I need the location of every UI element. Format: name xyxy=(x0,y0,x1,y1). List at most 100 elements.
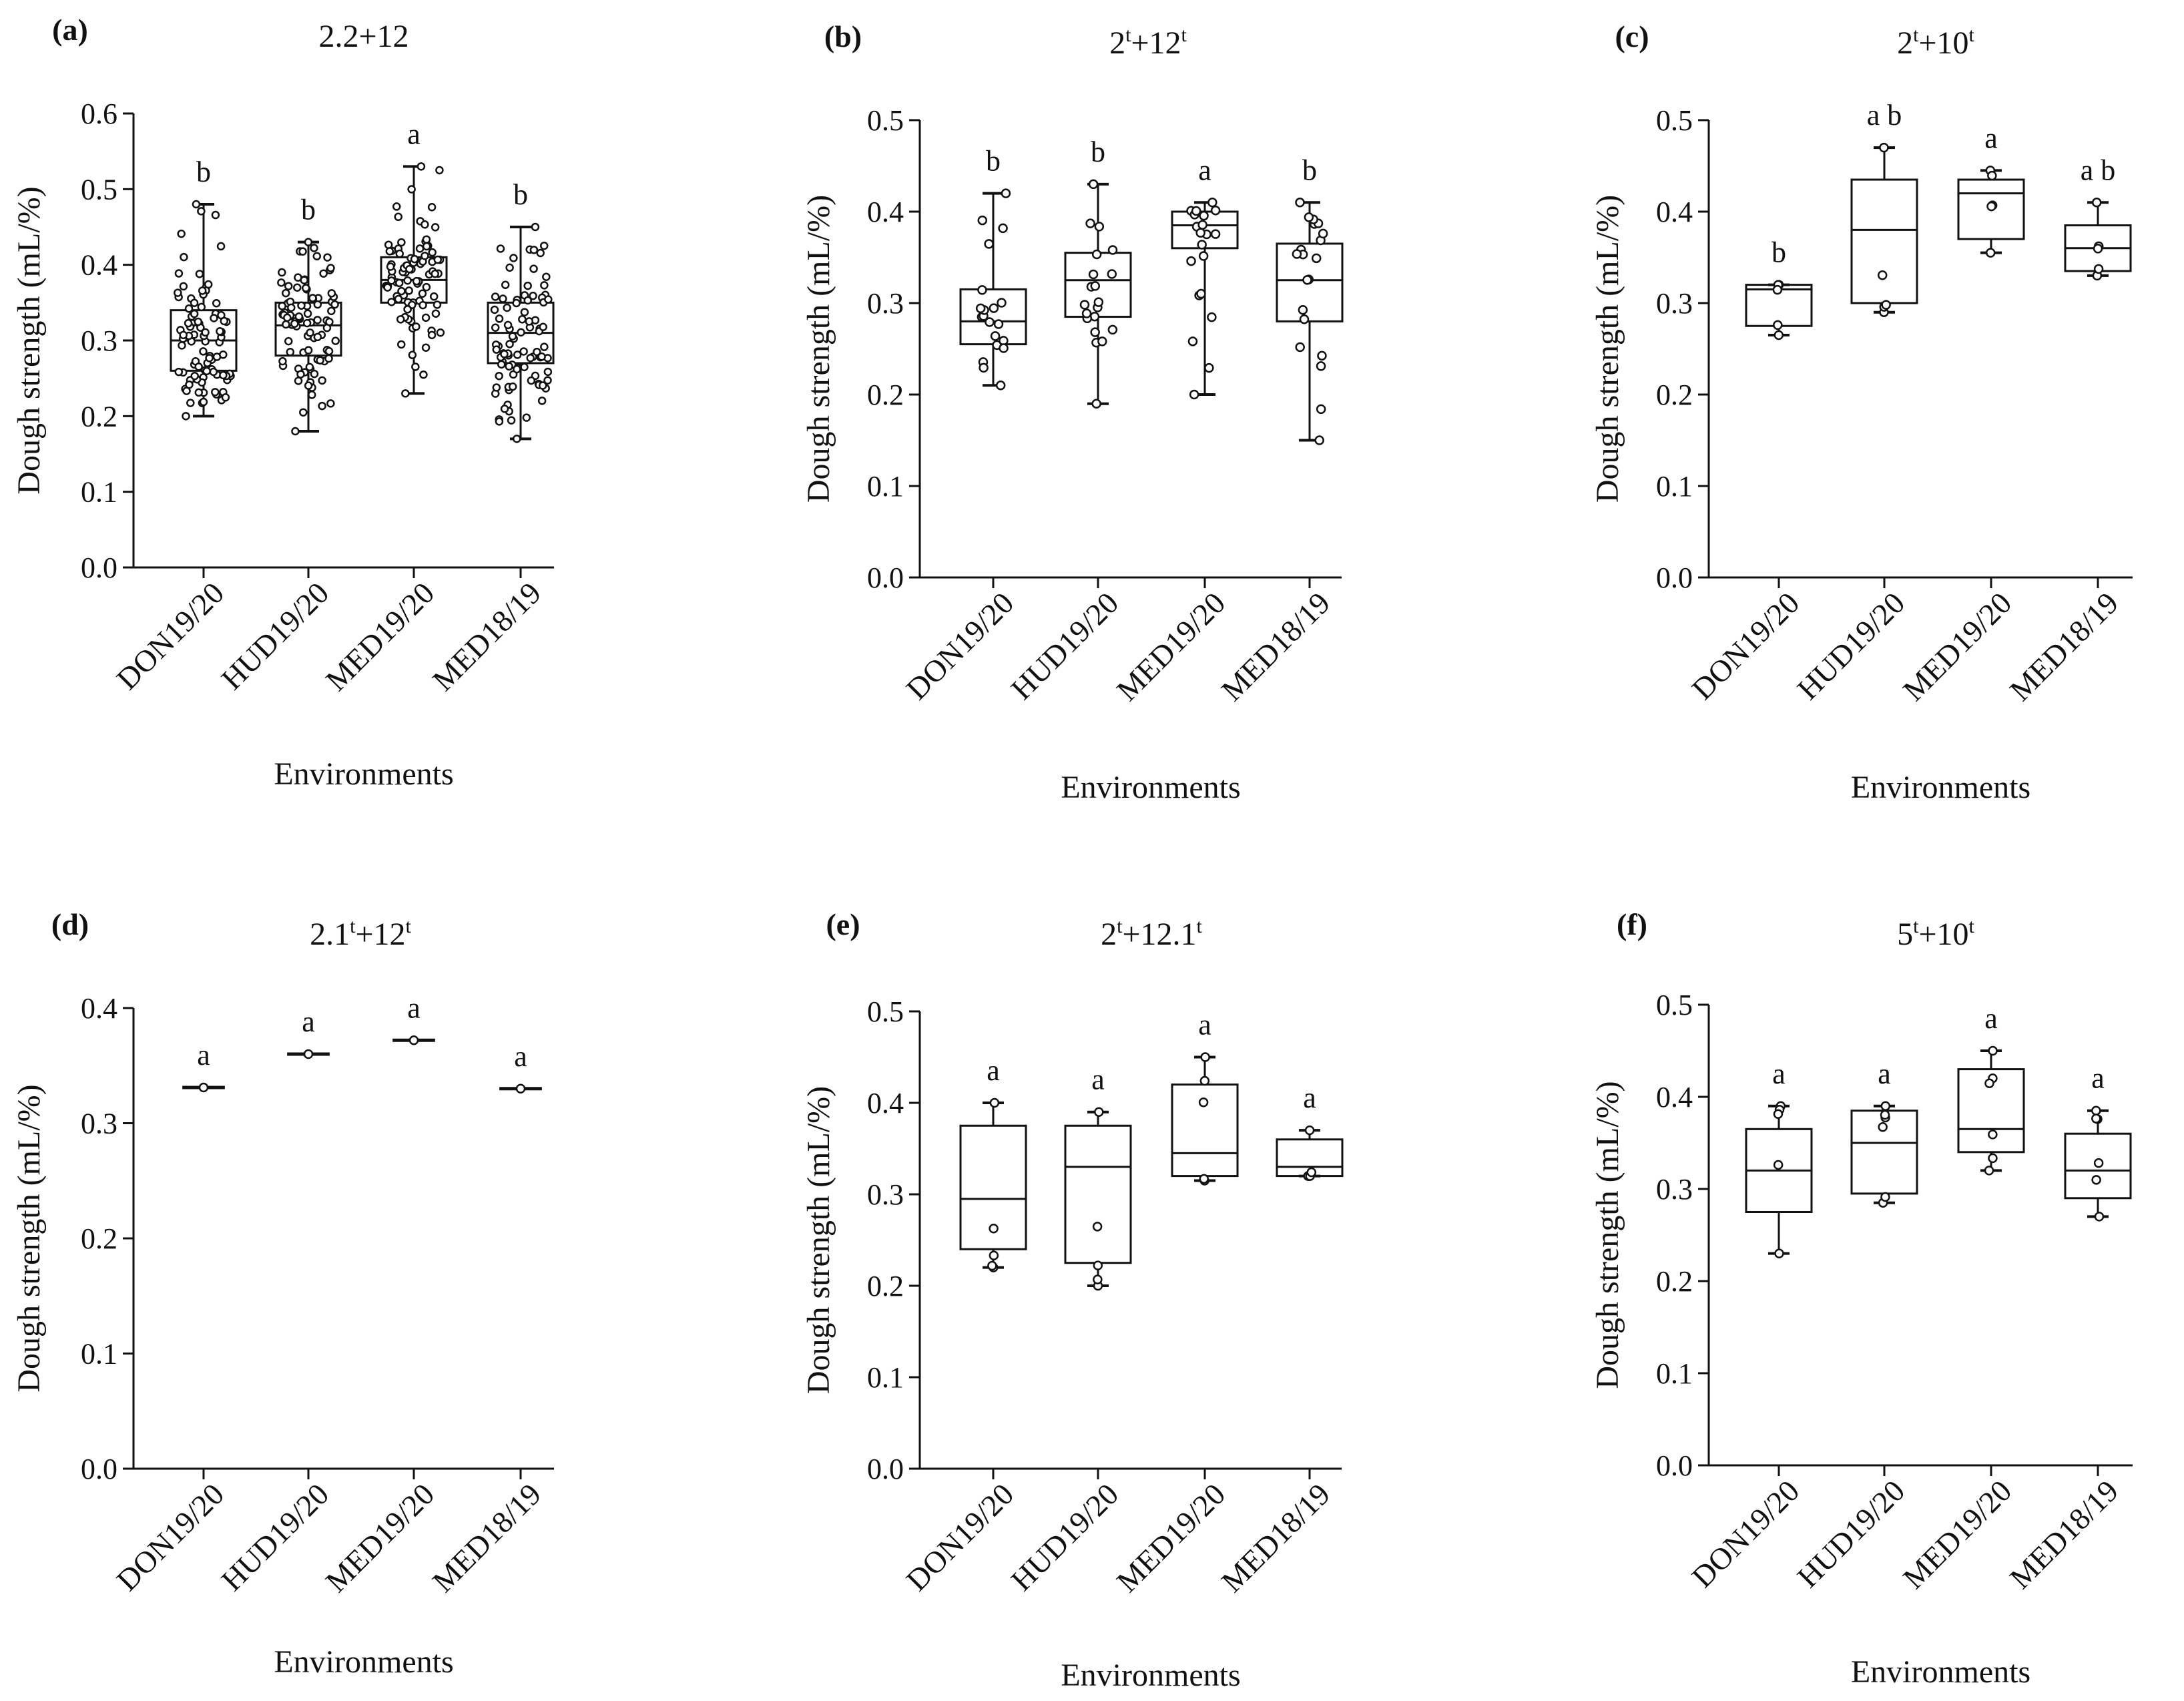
data-point xyxy=(1316,404,1326,415)
data-point xyxy=(190,298,199,307)
data-point xyxy=(219,350,228,359)
data-point xyxy=(544,295,553,304)
data-point xyxy=(410,254,419,264)
title-superscript: t xyxy=(1913,915,1919,937)
box-med18-19: b xyxy=(1276,154,1344,445)
x-category-label: MED18/19 xyxy=(1215,585,1336,707)
data-point xyxy=(503,303,511,312)
data-point xyxy=(277,278,286,287)
data-point xyxy=(211,388,220,397)
data-point xyxy=(525,317,534,326)
data-point xyxy=(1318,228,1328,239)
significance-letter: b xyxy=(301,194,316,226)
data-point xyxy=(1107,324,1118,335)
x-category-label: MED18/19 xyxy=(426,1477,547,1598)
y-axis-title: Dough strength (mL/%) xyxy=(801,195,836,503)
y-tick-label: 0.0 xyxy=(81,1453,117,1485)
box-don19-20: b xyxy=(1745,236,1813,340)
data-point xyxy=(1189,389,1199,400)
data-point xyxy=(384,240,393,249)
data-point xyxy=(385,247,394,256)
data-point xyxy=(1881,300,1891,310)
significance-letter: a xyxy=(1198,1009,1211,1041)
data-point xyxy=(174,288,182,297)
data-point xyxy=(401,389,410,398)
title-superscript: t xyxy=(1969,915,1975,937)
title-text: 2 xyxy=(1897,25,1913,61)
y-tick-label: 0.1 xyxy=(81,476,117,509)
x-category-label: MED19/20 xyxy=(1896,1473,2018,1595)
data-point xyxy=(421,343,431,352)
box-med18-19: a xyxy=(2064,1062,2132,1222)
title-text: +12 xyxy=(355,917,405,952)
title-superscript: t xyxy=(1125,24,1131,46)
data-point xyxy=(294,312,304,321)
data-point xyxy=(1198,251,1209,261)
data-point xyxy=(417,162,426,171)
data-point xyxy=(316,356,324,365)
data-point xyxy=(1199,1075,1210,1086)
data-point xyxy=(539,322,547,332)
data-point xyxy=(513,364,521,374)
x-category-label: MED19/20 xyxy=(319,1477,441,1598)
data-point xyxy=(975,303,986,314)
data-point xyxy=(308,294,317,302)
title-text: +10 xyxy=(1918,917,1968,952)
x-category-label: DON19/20 xyxy=(900,1477,1021,1598)
box-med19-20: a xyxy=(1171,1009,1239,1186)
y-tick-label: 0.2 xyxy=(81,400,117,433)
y-tick-label: 0.3 xyxy=(867,1178,904,1211)
data-point xyxy=(1204,362,1214,373)
significance-letter: b xyxy=(196,156,211,188)
data-point xyxy=(302,318,312,328)
box-med18-19: a xyxy=(1276,1081,1344,1181)
y-tick-label: 0.1 xyxy=(81,1338,117,1371)
data-point xyxy=(199,397,208,407)
data-point xyxy=(1304,212,1314,222)
data-point xyxy=(282,320,290,329)
data-point xyxy=(1773,330,1784,340)
significance-letter: a xyxy=(302,1005,315,1038)
data-point xyxy=(212,298,221,308)
x-category-label: DON19/20 xyxy=(1685,585,1806,706)
data-point xyxy=(531,222,540,232)
data-point xyxy=(283,313,292,322)
data-point xyxy=(1772,284,1783,295)
data-point xyxy=(422,235,431,244)
box-hud19-20: a b xyxy=(1850,99,1918,317)
y-tick-label: 0.4 xyxy=(867,1087,904,1120)
data-point xyxy=(542,272,551,281)
x-axis-title: Environments xyxy=(1851,770,2030,805)
data-point xyxy=(993,319,1004,329)
data-point xyxy=(1295,198,1305,208)
data-point xyxy=(431,269,439,278)
data-point xyxy=(1877,270,1888,280)
data-point xyxy=(211,210,220,220)
box-iqr xyxy=(1850,178,1918,304)
y-tick-label: 0.0 xyxy=(867,1453,904,1485)
significance-letter: a xyxy=(407,117,421,150)
data-point xyxy=(436,328,445,337)
data-point xyxy=(174,367,184,377)
data-point xyxy=(1199,210,1209,221)
significance-letter: a xyxy=(1984,121,1998,154)
data-point xyxy=(1187,336,1198,346)
data-point xyxy=(508,382,517,391)
data-point xyxy=(405,264,414,274)
y-tick-label: 0.3 xyxy=(81,324,117,357)
data-point xyxy=(304,381,313,390)
y-tick-label: 0.5 xyxy=(1656,989,1693,1021)
data-point xyxy=(513,350,522,359)
data-point xyxy=(209,367,218,377)
data-point xyxy=(294,377,303,385)
data-point xyxy=(1198,1097,1209,1108)
data-point xyxy=(2091,1175,2101,1185)
data-point xyxy=(508,332,517,340)
data-point xyxy=(499,294,507,303)
data-point xyxy=(412,322,421,331)
title-superscript: t xyxy=(1913,24,1919,46)
data-point xyxy=(1984,1078,1994,1088)
data-point xyxy=(392,202,401,211)
data-point xyxy=(2091,198,2102,208)
data-point xyxy=(1085,218,1095,228)
